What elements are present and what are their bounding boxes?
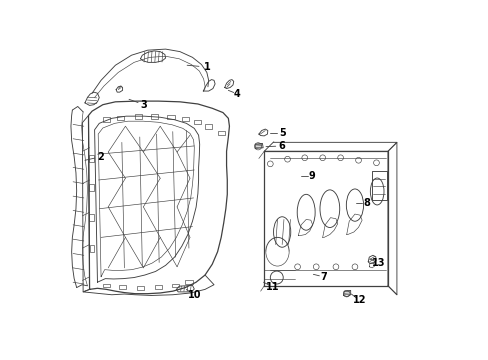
Text: 6: 6 <box>278 141 285 151</box>
Text: 7: 7 <box>319 272 326 282</box>
Text: 2: 2 <box>98 152 104 162</box>
Text: 8: 8 <box>362 198 369 208</box>
Text: 12: 12 <box>352 295 365 305</box>
Text: 11: 11 <box>265 282 279 292</box>
Text: 1: 1 <box>203 62 210 72</box>
Text: 9: 9 <box>308 171 315 181</box>
Text: 3: 3 <box>141 100 147 110</box>
Text: 5: 5 <box>278 129 285 138</box>
Text: 10: 10 <box>188 291 202 301</box>
Text: 13: 13 <box>371 258 384 268</box>
Text: 4: 4 <box>233 89 240 99</box>
